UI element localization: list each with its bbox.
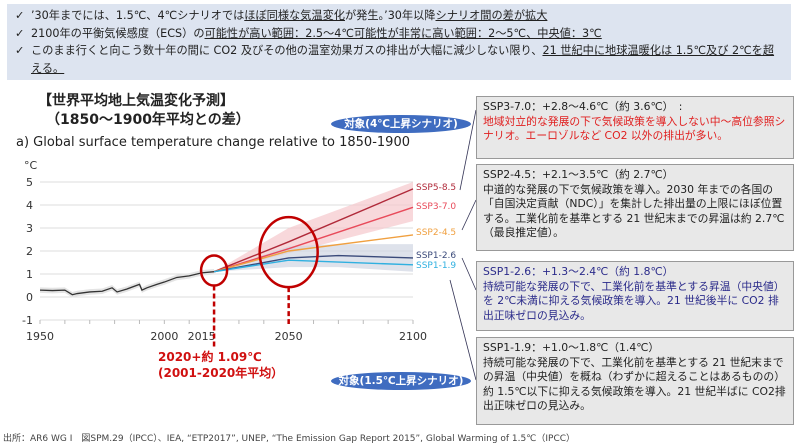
x-tick-label: 2100: [399, 330, 427, 343]
bullet-underlined: 可能性が高い範囲：2.5～4℃可能性が非常に高い範囲：2～5℃、中央値：3℃: [204, 26, 602, 40]
x-tick-label: 2000: [150, 330, 178, 343]
bullet-3: ✓ このまま行くと向こう数十年の間に CO2 及びその他の温室効果ガスの排出が大幅…: [15, 42, 783, 77]
box-body: 地域対立的な発展の下で気候政策を導入しない中～高位参照シナリオ。エーロゾルなど …: [483, 114, 786, 143]
bullet-underlined: シナリオ間の差が拡大: [435, 9, 548, 22]
series-line-ssp2-4.5: [213, 234, 414, 273]
annotation-line: 2020+約 1.09℃: [158, 350, 262, 364]
bullet-underlined: ほぼ同様な気温変化: [244, 9, 345, 22]
y-tick-label: 4: [26, 199, 33, 212]
series-label: SSP3-7.0: [416, 202, 456, 212]
uncertainty-band: [214, 244, 413, 272]
historical-band: [40, 268, 215, 298]
uncertainty-band: [214, 182, 413, 272]
connector-line: [449, 279, 477, 381]
bullet-1: ✓ ’30年までには、1.5℃、4℃シナリオではほぼ同様な気温変化が発生。’30年…: [15, 7, 783, 25]
annotation-line: (2001-2020年平均）: [158, 366, 284, 380]
historical-line: [39, 271, 215, 296]
chart-title: a) Global surface temperature change rel…: [16, 135, 410, 150]
y-tick-label: 1: [26, 268, 33, 281]
x-tick-label: 2050: [275, 330, 303, 343]
x-tick-label: 2015: [188, 330, 216, 343]
heading-line: 【世界平均地上気温変化予測】: [38, 93, 234, 109]
box-head: SSP1-1.9：+1.0～1.8℃（1.4℃）: [483, 341, 660, 354]
y-tick-label: 2: [26, 245, 33, 258]
box-body: 持続可能な発展の下で、工業化前を基準とする昇温（中央値）を 2℃未満に抑える気候…: [483, 279, 785, 322]
series-label: SSP1-1.9: [416, 261, 456, 271]
heading-line: （1850～1900年平均との差）: [46, 112, 250, 128]
bullet-underlined: 21 世紀中に地球温暖化は 1.5℃及び 2℃を超える。: [31, 44, 775, 75]
y-tick-label: 3: [26, 222, 33, 235]
bullet-text: ’30年までには、1.5℃、4℃シナリオでは: [31, 9, 245, 22]
box-ssp1-19: SSP1-1.9：+1.0～1.8℃（1.4℃） 持続可能な発展の下で、工業化前を…: [476, 337, 794, 425]
y-tick-label: 0: [26, 291, 33, 304]
source-footer: 出所：AR6 WG I 図SPM.29（IPCC）、IEA, “ETP2017”…: [3, 434, 576, 444]
check-icon: ✓: [15, 26, 25, 40]
series-label: SSP2-4.5: [416, 228, 456, 238]
series-label: SSP5-8.5: [416, 183, 456, 193]
box-head: SSP3-7.0：+2.8～4.6℃（約 3.6℃） :: [483, 100, 683, 113]
connector-line: [461, 257, 477, 291]
box-head: SSP2-4.5：+2.1～3.5℃（約 2.7℃）: [483, 168, 674, 181]
box-body: 中道的な発展の下で気候政策を導入。2030 年までの各国の「自国決定貢献（NDC…: [483, 182, 785, 240]
oval-4c-scenario: 対象(4℃上昇シナリオ): [331, 115, 471, 133]
check-icon: ✓: [15, 9, 25, 22]
bullet-text: このまま行くと向こう数十年の間に CO2 及びその他の温室効果ガスの排出が大幅に…: [31, 44, 543, 57]
annotation-2020: 2020+約 1.09℃ (2001-2020年平均）: [158, 349, 283, 381]
y-axis-unit: °C: [24, 159, 38, 172]
series-label: SSP1-2.6: [416, 251, 456, 261]
box-head: SSP1-2.6：+1.3～2.4℃（約 1.8℃）: [483, 265, 674, 278]
connector-line: [461, 199, 477, 231]
series-line-ssp1-2.6: [213, 254, 414, 273]
box-ssp3-70: SSP3-7.0：+2.8～4.6℃（約 3.6℃） : 地域対立的な発展の下で気…: [476, 96, 794, 159]
box-ssp2-45: SSP2-4.5：+2.1～3.5℃（約 2.7℃） 中道的な発展の下で気候政策を…: [476, 164, 794, 251]
series-line-ssp3-7.0: [213, 206, 414, 273]
bullet-text: 2100年の平衡気候感度（ECS）の: [31, 26, 205, 40]
chart-heading: 【世界平均地上気温変化予測】 （1850～1900年平均との差）: [38, 92, 250, 130]
series-line-ssp1-1.9: [213, 259, 414, 273]
connector-line: [459, 109, 477, 191]
summary-panel: ✓ ’30年までには、1.5℃、4℃シナリオではほぼ同様な気温変化が発生。’30年…: [7, 4, 791, 80]
box-body: 持続可能な発展の下で、工業化前を基準とする 21 世紀末までの昇温（中央値）を概…: [483, 355, 786, 413]
oval-15c-scenario: 対象(1.5℃上昇シナリオ): [331, 372, 471, 390]
bullet-text: が発生。’30年以降: [344, 9, 436, 22]
series-line-ssp5-8.5: [213, 188, 414, 273]
y-tick-label: -1: [22, 314, 33, 327]
bullet-2: ✓ 2100年の平衡気候感度（ECS）の可能性が高い範囲：2.5～4℃可能性が非常…: [15, 25, 783, 43]
box-ssp1-26: SSP1-2.6：+1.3～2.4℃（約 1.8℃） 持続可能な発展の下で、工業化…: [476, 261, 794, 331]
check-icon: ✓: [15, 44, 25, 57]
x-tick-label: 1950: [26, 330, 54, 343]
y-tick-label: 5: [26, 176, 33, 189]
